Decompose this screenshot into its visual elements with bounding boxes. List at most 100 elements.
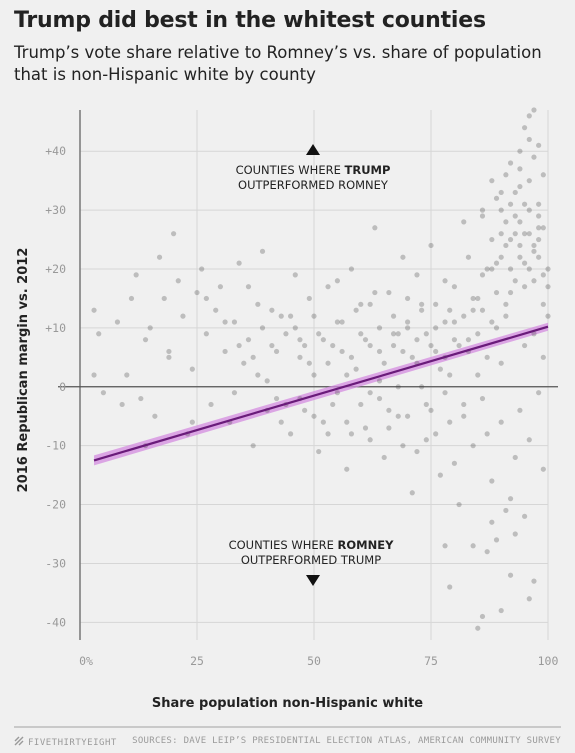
data-point	[540, 354, 546, 360]
data-point	[339, 319, 345, 325]
data-point	[419, 307, 425, 313]
data-point	[475, 331, 481, 337]
data-point	[390, 342, 397, 349]
data-point	[119, 401, 125, 408]
data-point	[526, 113, 532, 119]
data-point	[334, 390, 340, 396]
data-point	[531, 331, 537, 337]
data-point	[540, 301, 546, 307]
data-point	[526, 178, 532, 184]
data-point	[503, 507, 509, 514]
data-point	[507, 160, 514, 166]
data-point	[437, 366, 443, 372]
data-point	[114, 319, 121, 325]
data-point	[456, 501, 462, 508]
data-point	[208, 401, 214, 408]
data-point	[288, 431, 294, 437]
data-point	[231, 390, 238, 396]
footer-sources: SOURCES: DAVE LEIP’S PRESIDENTIAL ELECTI…	[132, 736, 561, 746]
data-point	[259, 248, 266, 254]
data-point	[517, 148, 523, 154]
data-point	[405, 319, 411, 325]
data-point	[493, 325, 500, 331]
data-point	[409, 490, 415, 496]
annotation-romney-bold: ROMNEY	[338, 538, 395, 552]
data-point	[405, 295, 411, 302]
data-point	[241, 360, 247, 366]
data-point	[302, 407, 308, 413]
data-point	[498, 419, 504, 425]
chart-subtitle: Trump’s vote share relative to Romney’s …	[14, 43, 542, 84]
data-point	[236, 260, 242, 266]
x-tick-label: 0%	[79, 654, 93, 668]
trend-line-group	[93, 325, 549, 462]
data-point	[517, 166, 523, 172]
footer-divider	[14, 726, 561, 728]
data-point	[128, 295, 135, 302]
data-point	[376, 325, 383, 331]
data-point	[376, 395, 383, 402]
data-point	[96, 331, 102, 337]
data-point	[203, 295, 209, 302]
x-axis-label: Share population non-Hispanic white	[151, 696, 424, 711]
data-point	[498, 360, 504, 366]
data-point	[540, 172, 546, 178]
data-point	[484, 266, 490, 272]
data-point	[512, 454, 518, 461]
data-point	[414, 448, 420, 455]
data-point	[353, 307, 359, 313]
data-point	[536, 236, 542, 243]
data-point	[142, 337, 149, 343]
data-point	[512, 531, 518, 537]
data-point	[442, 390, 448, 396]
data-point	[273, 348, 280, 355]
data-point	[437, 472, 443, 478]
data-point	[91, 307, 97, 313]
data-point	[475, 625, 481, 631]
data-point	[428, 407, 434, 413]
data-point	[451, 337, 457, 343]
data-point	[428, 242, 434, 249]
data-point	[461, 313, 467, 319]
y-tick-label: -10	[45, 439, 66, 453]
data-point	[189, 366, 195, 372]
data-point	[531, 278, 537, 284]
data-point	[175, 278, 181, 284]
data-point	[278, 419, 284, 425]
data-point	[348, 354, 355, 360]
data-point	[479, 395, 486, 402]
data-point	[498, 254, 504, 260]
data-point	[447, 372, 453, 378]
data-points	[91, 107, 551, 631]
data-point	[522, 125, 528, 131]
grid-lines	[58, 110, 558, 640]
data-point	[423, 401, 429, 408]
data-point	[348, 431, 355, 437]
annotation-romney: COUNTIES WHERE ROMNEY OUTPERFORMED TRUMP	[229, 538, 394, 586]
data-point	[451, 319, 457, 325]
data-point	[498, 231, 504, 237]
data-point	[517, 407, 523, 413]
data-point	[138, 395, 144, 402]
data-point	[442, 319, 448, 325]
data-point	[479, 213, 486, 219]
data-point	[545, 284, 551, 290]
data-point	[390, 313, 397, 319]
data-point	[428, 342, 434, 349]
y-tick-label: +20	[45, 262, 66, 276]
data-point	[297, 354, 303, 360]
data-point	[475, 372, 481, 378]
data-point	[503, 219, 509, 225]
data-point	[189, 419, 195, 425]
x-tick-label: 75	[424, 654, 438, 668]
data-point	[507, 289, 514, 296]
data-point	[465, 337, 472, 343]
data-point	[414, 337, 420, 343]
data-point	[484, 431, 490, 437]
data-point	[423, 331, 429, 337]
data-point	[405, 413, 411, 419]
data-point	[456, 342, 462, 349]
data-point	[493, 537, 500, 543]
data-point	[264, 378, 270, 384]
data-point	[526, 596, 532, 602]
